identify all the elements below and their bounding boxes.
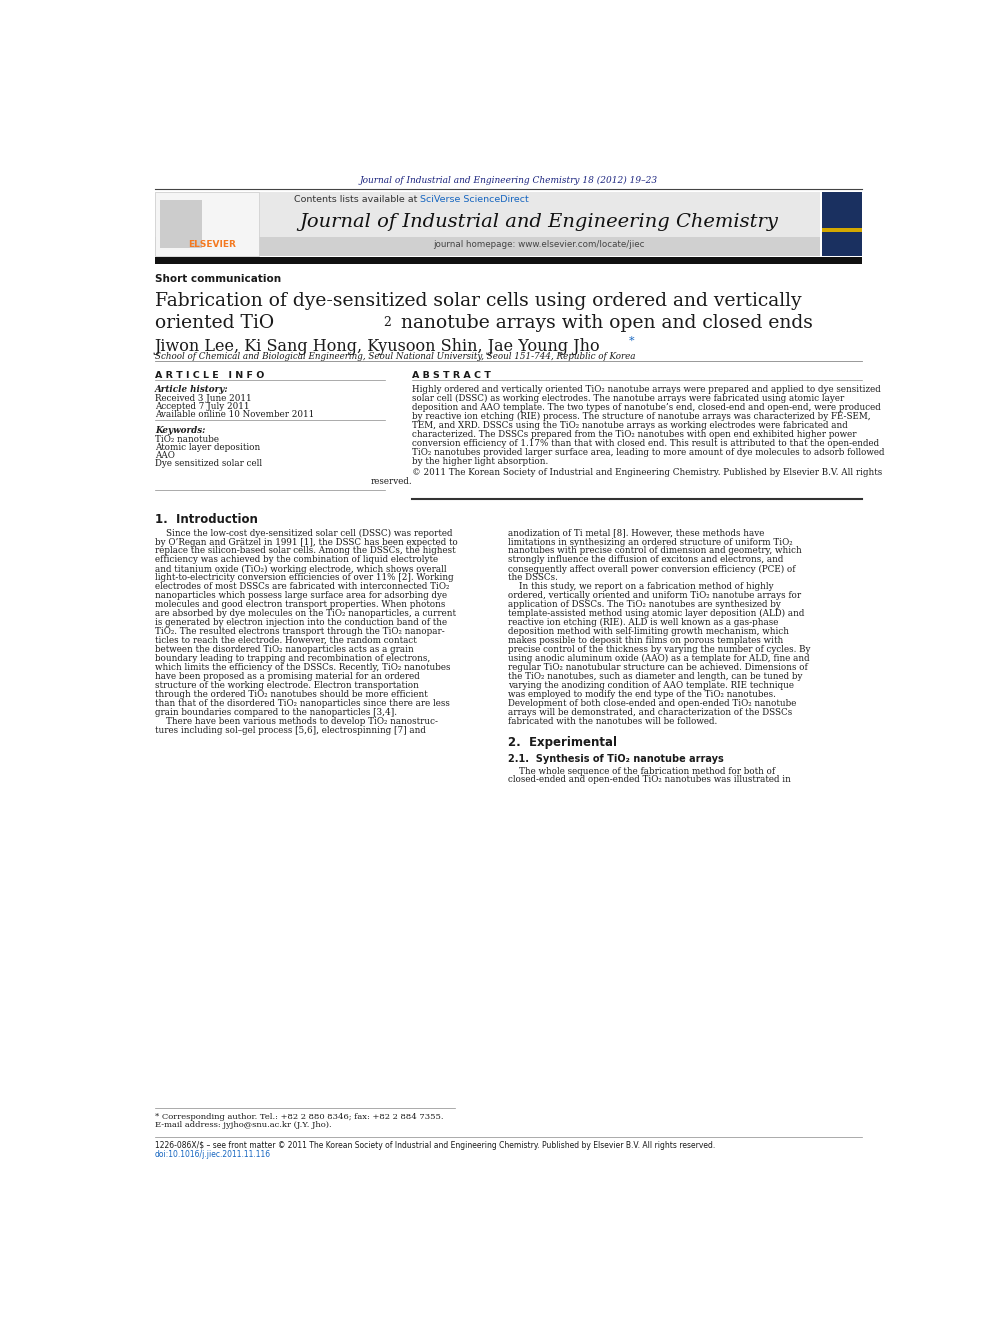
Text: by O’Regan and Grätzel in 1991 [1], the DSSC has been expected to: by O’Regan and Grätzel in 1991 [1], the … bbox=[155, 537, 457, 546]
Text: School of Chemical and Biological Engineering, Seoul National University, Seoul : School of Chemical and Biological Engine… bbox=[155, 352, 635, 361]
Text: 1226-086X/$ – see front matter © 2011 The Korean Society of Industrial and Engin: 1226-086X/$ – see front matter © 2011 Th… bbox=[155, 1140, 715, 1150]
Text: precise control of the thickness by varying the number of cycles. By: precise control of the thickness by vary… bbox=[509, 646, 810, 654]
Text: TEM, and XRD. DSSCs using the TiO₂ nanotube arrays as working electrodes were fa: TEM, and XRD. DSSCs using the TiO₂ nanot… bbox=[413, 421, 848, 430]
Text: fabricated with the nanotubes will be followed.: fabricated with the nanotubes will be fo… bbox=[509, 717, 717, 726]
Text: by reactive ion etching (RIE) process. The structure of nanotube arrays was char: by reactive ion etching (RIE) process. T… bbox=[413, 411, 871, 421]
Text: Development of both close-ended and open-ended TiO₂ nanotube: Development of both close-ended and open… bbox=[509, 699, 797, 708]
Text: using anodic aluminum oxide (AAO) as a template for ALD, fine and: using anodic aluminum oxide (AAO) as a t… bbox=[509, 654, 810, 663]
Text: Short communication: Short communication bbox=[155, 274, 281, 284]
Text: light-to-electricity conversion efficiencies of over 11% [2]. Working: light-to-electricity conversion efficien… bbox=[155, 573, 453, 582]
Text: boundary leading to trapping and recombination of electrons,: boundary leading to trapping and recombi… bbox=[155, 654, 430, 663]
Text: TiO₂ nanotubes provided larger surface area, leading to more amount of dye molec: TiO₂ nanotubes provided larger surface a… bbox=[413, 447, 885, 456]
Text: varying the anodizing condition of AAO template. RIE technique: varying the anodizing condition of AAO t… bbox=[509, 681, 795, 691]
Text: Dye sensitized solar cell: Dye sensitized solar cell bbox=[155, 459, 262, 468]
Text: have been proposed as a promising material for an ordered: have been proposed as a promising materi… bbox=[155, 672, 420, 681]
Text: ticles to reach the electrode. However, the random contact: ticles to reach the electrode. However, … bbox=[155, 636, 417, 646]
Text: strongly influence the diffusion of excitons and electrons, and: strongly influence the diffusion of exci… bbox=[509, 556, 784, 565]
Text: nanotubes with precise control of dimension and geometry, which: nanotubes with precise control of dimens… bbox=[509, 546, 803, 556]
Text: The whole sequence of the fabrication method for both of: The whole sequence of the fabrication me… bbox=[509, 766, 776, 775]
Text: reactive ion etching (RIE). ALD is well known as a gas-phase: reactive ion etching (RIE). ALD is well … bbox=[509, 618, 779, 627]
Text: There have been various methods to develop TiO₂ nanostruc-: There have been various methods to devel… bbox=[155, 717, 437, 726]
Text: anodization of Ti metal [8]. However, these methods have: anodization of Ti metal [8]. However, th… bbox=[509, 529, 765, 537]
Text: 2.  Experimental: 2. Experimental bbox=[509, 736, 617, 749]
Text: A B S T R A C T: A B S T R A C T bbox=[413, 370, 491, 380]
Text: which limits the efficiency of the DSSCs. Recently, TiO₂ nanotubes: which limits the efficiency of the DSSCs… bbox=[155, 663, 450, 672]
Text: grain boundaries compared to the nanoparticles [3,4].: grain boundaries compared to the nanopar… bbox=[155, 708, 397, 717]
Bar bbox=[155, 257, 862, 263]
Text: Journal of Industrial and Engineering Chemistry: Journal of Industrial and Engineering Ch… bbox=[300, 213, 779, 230]
Text: Since the low-cost dye-sensitized solar cell (DSSC) was reported: Since the low-cost dye-sensitized solar … bbox=[155, 529, 452, 537]
Text: TiO₂. The resulted electrons transport through the TiO₂ nanopar-: TiO₂. The resulted electrons transport t… bbox=[155, 627, 444, 636]
Text: Received 3 June 2011: Received 3 June 2011 bbox=[155, 394, 251, 404]
Text: is generated by electron injection into the conduction band of the: is generated by electron injection into … bbox=[155, 618, 446, 627]
Text: electrodes of most DSSCs are fabricated with interconnected TiO₂: electrodes of most DSSCs are fabricated … bbox=[155, 582, 449, 591]
Text: the TiO₂ nanotubes, such as diameter and length, can be tuned by: the TiO₂ nanotubes, such as diameter and… bbox=[509, 672, 803, 681]
Text: arrays will be demonstrated, and characterization of the DSSCs: arrays will be demonstrated, and charact… bbox=[509, 708, 793, 717]
Text: the DSSCs.: the DSSCs. bbox=[509, 573, 558, 582]
Text: * Corresponding author. Tel.: +82 2 880 8346; fax: +82 2 884 7355.: * Corresponding author. Tel.: +82 2 880 … bbox=[155, 1113, 443, 1122]
Text: Contents lists available at: Contents lists available at bbox=[294, 196, 420, 205]
Text: Accepted 7 July 2011: Accepted 7 July 2011 bbox=[155, 402, 249, 411]
Text: AAO: AAO bbox=[155, 451, 175, 460]
Text: ordered, vertically oriented and uniform TiO₂ nanotube arrays for: ordered, vertically oriented and uniform… bbox=[509, 591, 802, 601]
Text: nanotube arrays with open and closed ends: nanotube arrays with open and closed end… bbox=[395, 314, 812, 332]
Text: doi:10.1016/j.jiec.2011.11.116: doi:10.1016/j.jiec.2011.11.116 bbox=[155, 1150, 271, 1159]
Text: deposition and AAO template. The two types of nanotube’s end, closed-end and ope: deposition and AAO template. The two typ… bbox=[413, 402, 881, 411]
Bar bbox=[155, 237, 819, 255]
Text: application of DSSCs. The TiO₂ nanotubes are synthesized by: application of DSSCs. The TiO₂ nanotubes… bbox=[509, 601, 782, 610]
Text: Fabrication of dye-sensitized solar cells using ordered and vertically: Fabrication of dye-sensitized solar cell… bbox=[155, 292, 802, 310]
Bar bbox=[155, 192, 259, 255]
Text: In this study, we report on a fabrication method of highly: In this study, we report on a fabricatio… bbox=[509, 582, 774, 591]
Text: TiO₂ nanotube: TiO₂ nanotube bbox=[155, 435, 219, 443]
Bar bbox=[155, 192, 819, 255]
Text: between the disordered TiO₂ nanoparticles acts as a grain: between the disordered TiO₂ nanoparticle… bbox=[155, 646, 414, 654]
Text: Journal of Industrial and Engineering Chemistry 18 (2012) 19–23: Journal of Industrial and Engineering Ch… bbox=[359, 176, 658, 185]
Text: SciVerse ScienceDirect: SciVerse ScienceDirect bbox=[420, 196, 529, 205]
Text: deposition method with self-limiting growth mechanism, which: deposition method with self-limiting gro… bbox=[509, 627, 790, 636]
Text: replace the silicon-based solar cells. Among the DSSCs, the highest: replace the silicon-based solar cells. A… bbox=[155, 546, 455, 556]
Text: *: * bbox=[628, 336, 634, 345]
Text: closed-ended and open-ended TiO₂ nanotubes was illustrated in: closed-ended and open-ended TiO₂ nanotub… bbox=[509, 775, 792, 785]
Text: was employed to modify the end type of the TiO₂ nanotubes.: was employed to modify the end type of t… bbox=[509, 689, 777, 699]
Text: 2.1.  Synthesis of TiO₂ nanotube arrays: 2.1. Synthesis of TiO₂ nanotube arrays bbox=[509, 754, 724, 765]
Text: molecules and good electron transport properties. When photons: molecules and good electron transport pr… bbox=[155, 601, 445, 610]
Text: Available online 10 November 2011: Available online 10 November 2011 bbox=[155, 410, 314, 419]
Text: characterized. The DSSCs prepared from the TiO₂ nanotubes with open end exhibite: characterized. The DSSCs prepared from t… bbox=[413, 430, 857, 439]
Text: nanoparticles which possess large surface area for adsorbing dye: nanoparticles which possess large surfac… bbox=[155, 591, 446, 601]
Text: conversion efficiency of 1.17% than that with closed end. This result is attribu: conversion efficiency of 1.17% than that… bbox=[413, 439, 880, 447]
Text: template-assisted method using atomic layer deposition (ALD) and: template-assisted method using atomic la… bbox=[509, 609, 805, 618]
Text: efficiency was achieved by the combination of liquid electrolyte: efficiency was achieved by the combinati… bbox=[155, 556, 437, 565]
Text: through the ordered TiO₂ nanotubes should be more efficient: through the ordered TiO₂ nanotubes shoul… bbox=[155, 689, 428, 699]
Text: solar cell (DSSC) as working electrodes. The nanotube arrays were fabricated usi: solar cell (DSSC) as working electrodes.… bbox=[413, 394, 844, 404]
Text: and titanium oxide (TiO₂) working electrode, which shows overall: and titanium oxide (TiO₂) working electr… bbox=[155, 565, 446, 574]
Text: limitations in synthesizing an ordered structure of uniform TiO₂: limitations in synthesizing an ordered s… bbox=[509, 537, 793, 546]
Text: 1.  Introduction: 1. Introduction bbox=[155, 513, 258, 527]
Text: by the higher light absorption.: by the higher light absorption. bbox=[413, 456, 549, 466]
Text: reserved.: reserved. bbox=[371, 476, 413, 486]
Text: Jiwon Lee, Ki Sang Hong, Kyusoon Shin, Jae Young Jho: Jiwon Lee, Ki Sang Hong, Kyusoon Shin, J… bbox=[155, 339, 600, 355]
Text: oriented TiO: oriented TiO bbox=[155, 314, 274, 332]
Text: are absorbed by dye molecules on the TiO₂ nanoparticles, a current: are absorbed by dye molecules on the TiO… bbox=[155, 609, 455, 618]
Bar bbox=[822, 228, 862, 232]
Bar bbox=[160, 200, 202, 249]
Text: ELSEVIER: ELSEVIER bbox=[188, 241, 236, 249]
Text: A R T I C L E   I N F O: A R T I C L E I N F O bbox=[155, 370, 264, 380]
Text: E-mail address: jyjho@snu.ac.kr (J.Y. Jho).: E-mail address: jyjho@snu.ac.kr (J.Y. Jh… bbox=[155, 1122, 331, 1130]
Text: Atomic layer deposition: Atomic layer deposition bbox=[155, 443, 260, 452]
Text: journal homepage: www.elsevier.com/locate/jiec: journal homepage: www.elsevier.com/locat… bbox=[434, 241, 645, 249]
Bar bbox=[822, 192, 862, 255]
Text: makes possible to deposit thin films on porous templates with: makes possible to deposit thin films on … bbox=[509, 636, 784, 646]
Text: 2: 2 bbox=[383, 316, 391, 329]
Text: regular TiO₂ nanotubular structure can be achieved. Dimensions of: regular TiO₂ nanotubular structure can b… bbox=[509, 663, 808, 672]
Text: Highly ordered and vertically oriented TiO₂ nanotube arrays were prepared and ap: Highly ordered and vertically oriented T… bbox=[413, 385, 881, 394]
Text: consequently affect overall power conversion efficiency (PCE) of: consequently affect overall power conver… bbox=[509, 565, 796, 574]
Text: © 2011 The Korean Society of Industrial and Engineering Chemistry. Published by : © 2011 The Korean Society of Industrial … bbox=[413, 467, 883, 476]
Text: tures including sol–gel process [5,6], electrospinning [7] and: tures including sol–gel process [5,6], e… bbox=[155, 726, 426, 734]
Text: Article history:: Article history: bbox=[155, 385, 228, 394]
Text: structure of the working electrode. Electron transportation: structure of the working electrode. Elec… bbox=[155, 681, 419, 691]
Text: than that of the disordered TiO₂ nanoparticles since there are less: than that of the disordered TiO₂ nanopar… bbox=[155, 699, 449, 708]
Text: Keywords:: Keywords: bbox=[155, 426, 205, 435]
